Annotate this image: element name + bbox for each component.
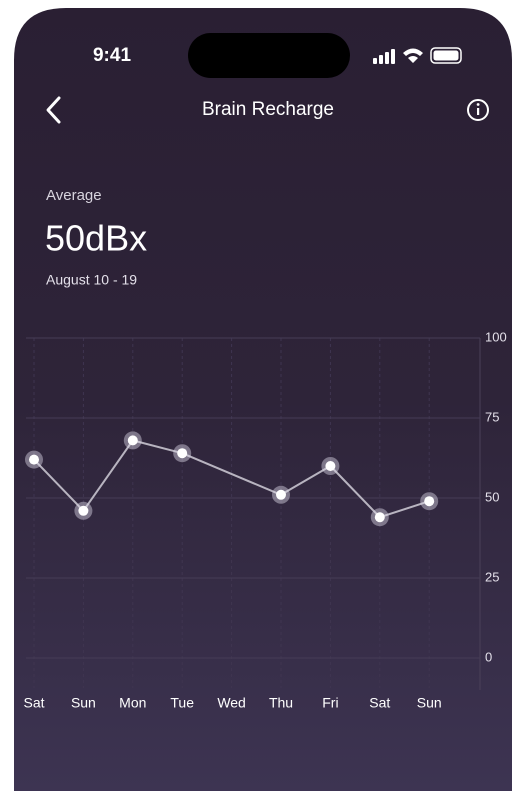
point [276,489,286,500]
x-tick-label: Sun [71,695,96,711]
info-button[interactable] [467,99,489,121]
status-time: 9:41 [93,45,131,66]
point [424,496,435,507]
line-segment [379,500,430,519]
line-segment [181,452,282,496]
summary-label: Average [46,187,102,204]
header-title: Brain Recharge [202,99,334,120]
x-tick-label: Sun [417,695,442,711]
y-tick-label: 0 [485,649,492,664]
dynamic-island [188,33,350,78]
back-button[interactable] [46,96,61,124]
x-tick-label: Mon [119,695,146,711]
line-segment [329,465,381,518]
point [78,505,89,516]
x-tick-label: Wed [217,695,246,711]
y-tick-label: 25 [485,569,499,584]
line-segment [82,439,134,512]
line-segment [33,458,85,512]
x-tick-label: Sat [369,695,390,711]
x-tick-label: Sat [23,695,44,711]
x-tick-label: Tue [170,695,194,711]
summary-value: 50dBx [45,218,147,259]
point [325,461,336,471]
y-tick-label: 75 [485,409,499,424]
point [127,435,138,446]
summary-range: August 10 - 19 [46,272,137,288]
phone-frame [14,8,512,791]
y-tick-label: 50 [485,489,499,504]
x-tick-label: Thu [269,695,293,711]
y-tick-label: 100 [485,329,507,344]
status-icons [373,47,462,64]
point [374,512,385,523]
line-segment [280,465,331,496]
point [177,448,188,459]
x-tick-label: Fri [322,695,338,711]
line-segment [132,439,183,455]
point [29,454,39,465]
